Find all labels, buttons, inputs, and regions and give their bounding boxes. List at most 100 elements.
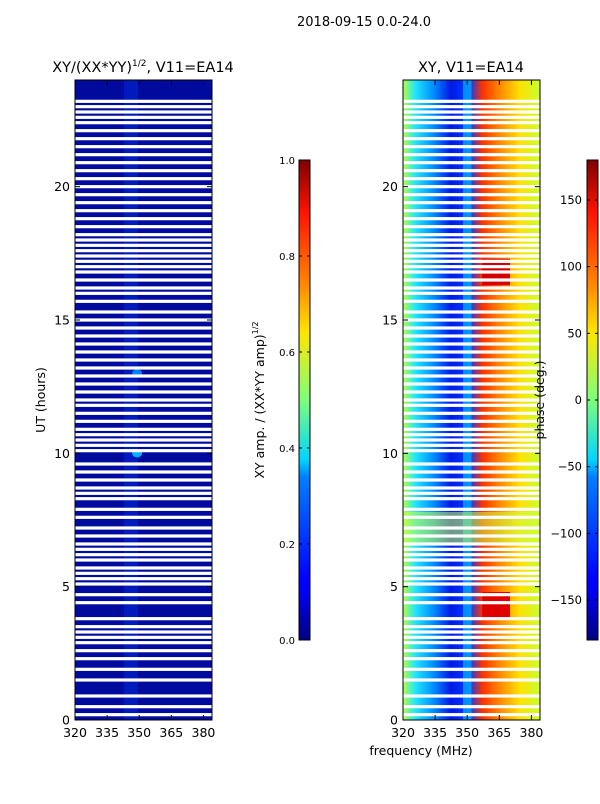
right-flagged-row [403,713,540,717]
left-flagged-row [75,115,212,119]
right-flagged-row [403,497,540,501]
right-flagged-row [403,515,540,519]
left-heatmap [75,80,212,720]
right-flagged-row [403,593,540,597]
right-flagged-row [403,310,540,314]
left-flagged-row [75,478,212,482]
right-x-tick-label: 320 [391,725,415,740]
left-panel-title: XY/(XX*YY)1/2, V11=EA14 [52,59,234,76]
left-flagged-row [75,694,212,698]
left-colorbar-tick-label: 0.0 [279,636,295,647]
left-flagged-row [75,278,212,282]
right-colorbar-label: phase (deg.) [532,361,547,440]
right-flagged-row [403,342,540,346]
right-flagged-row [403,507,540,511]
left-flagged-row [75,438,212,442]
left-flagged-row [75,582,212,586]
right-flagged-row [403,161,540,165]
right-flagged-row [403,427,540,431]
left-flagged-row [75,403,212,407]
right-flagged-row [403,233,540,237]
left-flagged-row [75,534,212,538]
right-flagged-row [403,694,540,698]
right-flagged-row [403,278,540,282]
right-y-tick-label: 20 [382,179,398,194]
right-flagged-row [403,243,540,247]
left-y-tick-label: 0 [62,713,70,728]
left-flagged-row [75,577,212,581]
right-y-tick-label: 0 [390,713,398,728]
right-flagged-row [403,350,540,354]
left-x-tick-label: 365 [159,725,183,740]
left-flagged-row [75,515,212,519]
right-flagged-row [403,374,540,378]
left-flagged-row [75,497,212,501]
left-y-tick-label: 10 [54,446,70,461]
right-flagged-row [403,105,540,109]
right-flagged-row [403,254,540,258]
left-flagged-row [75,635,212,639]
right-feature-red-patch [482,592,511,619]
right-flagged-row [403,601,540,605]
right-flagged-row [403,657,540,661]
right-colorbar-tick-label: 0 [575,393,582,407]
left-flagged-row [75,374,212,378]
right-heatmap [403,80,540,720]
left-flagged-row [75,299,212,303]
left-flagged-row [75,185,212,189]
left-colorbar-tick-label: 0.2 [279,540,295,551]
right-flagged-row [403,358,540,362]
right-x-tick-label: 380 [520,725,544,740]
right-flagged-row [403,249,540,253]
right-flagged-row [403,201,540,205]
left-flagged-row [75,334,212,338]
right-flagged-row [403,571,540,575]
left-flagged-row [75,486,212,490]
right-y-tick-label: 15 [382,313,398,328]
left-flagged-row [75,265,212,269]
left-flagged-row [75,326,212,330]
right-flagged-row [403,449,540,453]
right-x-tick-label: 365 [487,725,511,740]
right-flagged-row [403,299,540,303]
left-x-tick-label: 350 [127,725,151,740]
left-y-tick-label: 15 [54,313,70,328]
right-colorbar-tick-label: −50 [558,460,582,474]
left-title-main: XY/(XX*YY) [52,60,132,76]
left-plot-frame [74,79,213,721]
right-flagged-row [403,462,540,466]
right-flagged-row [403,291,540,295]
left-flagged-row [75,443,212,447]
left-flagged-row [75,233,212,237]
right-flagged-row [403,478,540,482]
left-colorbar-label-main: XY amp. / (XX*YY amp) [252,334,267,478]
right-flagged-row [403,169,540,173]
right-colorbar-tick-label: −100 [550,526,582,540]
left-flagged-row [75,678,212,682]
left-colorbar-label-sup: 1/2 [251,321,260,334]
left-flagged-row [75,201,212,205]
right-flagged-row [403,137,540,141]
right-flagged-row [403,577,540,581]
left-flagged-row [75,286,212,290]
right-flagged-row [403,390,540,394]
left-flagged-row [75,259,212,263]
right-flagged-row [403,318,540,322]
right-flagged-row [403,617,540,621]
left-flagged-row [75,462,212,466]
left-colorbar-label: XY amp. / (XX*YY amp)1/2 [251,321,267,478]
right-flagged-row [403,411,540,415]
left-title-suffix: , V11=EA14 [147,60,234,76]
right-flagged-row [403,129,540,133]
left-flagged-row [75,558,212,562]
left-colorbar [298,159,311,641]
left-flagged-row [75,366,212,370]
left-flagged-row [75,145,212,149]
left-flagged-row [75,169,212,173]
right-flagged-row [403,419,540,423]
left-flagged-row [75,601,212,605]
left-flagged-row [75,571,212,575]
left-colorbar-tick-label: 0.4 [279,444,295,455]
left-colorbar-tick-label: 0.8 [279,252,295,263]
right-flagged-row [403,547,540,551]
